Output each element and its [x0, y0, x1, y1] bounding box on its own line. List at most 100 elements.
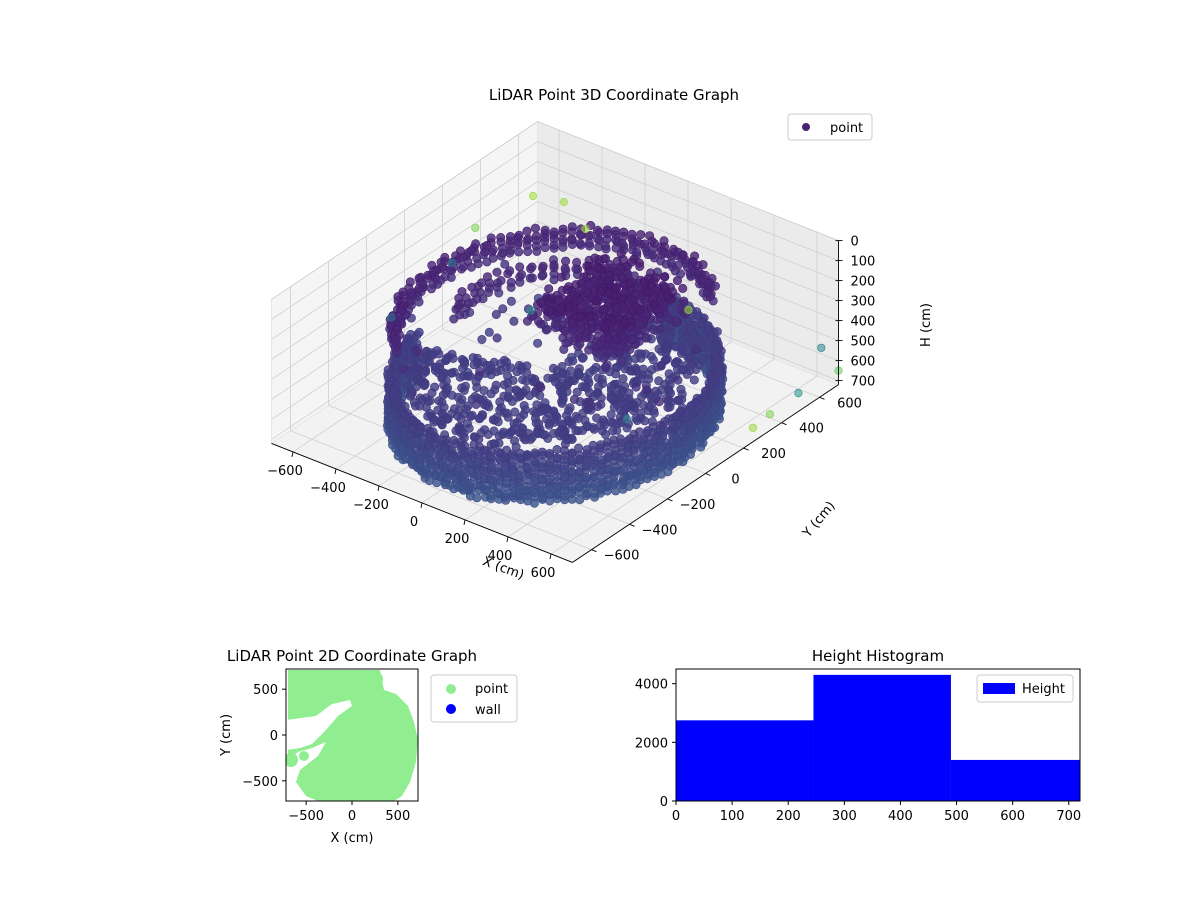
y-axis-label-2d: Y (cm) — [219, 714, 234, 757]
point-3d — [531, 231, 541, 241]
point-3d — [506, 245, 516, 255]
point-3d — [530, 223, 540, 233]
x-tick-3d — [377, 485, 380, 491]
point-3d — [529, 498, 539, 508]
point-3d — [578, 352, 588, 362]
point-3d — [634, 305, 644, 315]
point-3d — [689, 375, 699, 385]
point-3d — [625, 434, 635, 444]
point-3d — [615, 342, 625, 352]
point-3d — [500, 259, 510, 269]
legend-hist-swatch — [983, 683, 1015, 694]
point-3d — [453, 467, 463, 477]
point-3d — [571, 264, 581, 274]
point-3d — [617, 273, 627, 283]
point-3d — [455, 310, 465, 320]
point-3d — [560, 263, 570, 273]
grid-line-z — [271, 181, 839, 360]
point-3d — [600, 429, 610, 439]
point-3d — [629, 406, 639, 416]
x-tick-label-hist: 600 — [1000, 809, 1025, 824]
legend-2d-marker-wall — [446, 704, 456, 714]
point-3d — [500, 489, 510, 499]
point-3d — [560, 472, 570, 482]
outlier-point-3d — [748, 423, 758, 432]
y-tick-label-2d: −500 — [242, 775, 278, 790]
point-3d — [472, 493, 482, 503]
point-3d — [689, 336, 699, 346]
point-3d — [545, 305, 555, 315]
point-3d — [414, 427, 424, 437]
y-tick-label-hist: 0 — [660, 795, 668, 810]
point-3d — [584, 311, 594, 321]
z-tick-label-3d: 100 — [851, 255, 876, 270]
point-3d — [506, 363, 516, 373]
point-3d — [610, 334, 620, 344]
point-3d — [466, 446, 476, 456]
point-3d — [507, 458, 517, 468]
y-tick-label-2d: 0 — [270, 729, 278, 744]
point-3d — [640, 277, 650, 287]
point-3d — [635, 320, 645, 330]
point-3d — [622, 423, 632, 433]
point-3d — [576, 311, 586, 321]
point-3d — [549, 227, 559, 237]
point-3d — [535, 390, 545, 400]
point-3d — [406, 371, 416, 381]
point-3d — [425, 456, 435, 466]
legend-2d-label-point: point — [475, 682, 508, 697]
legend-3d-label-point: point — [830, 121, 863, 136]
point-3d — [469, 360, 479, 370]
y-tick-label-2d: 500 — [253, 683, 278, 698]
point-3d — [641, 309, 651, 319]
point-3d — [526, 434, 536, 444]
point-3d — [560, 491, 570, 501]
point-3d — [500, 452, 510, 462]
point-3d — [555, 305, 565, 315]
point-3d — [596, 440, 606, 450]
point-3d — [440, 480, 450, 490]
point-3d — [618, 473, 628, 483]
point-3d — [532, 246, 542, 256]
point-3d — [595, 339, 605, 349]
point-3d — [625, 279, 635, 289]
point-3d — [557, 398, 567, 408]
point-3d — [567, 227, 577, 237]
outlier-point-3d — [559, 197, 568, 207]
point-3d — [389, 339, 399, 349]
point-3d — [575, 482, 585, 492]
point-3d — [575, 454, 585, 464]
point-3d — [536, 319, 546, 329]
point-3d — [612, 267, 622, 277]
point-3d — [642, 287, 652, 297]
z-tick-label-3d: 600 — [851, 355, 876, 370]
point-3d — [612, 282, 622, 292]
point-3d — [437, 420, 447, 430]
x-tick-label-2d: 500 — [385, 809, 410, 824]
point-3d — [655, 324, 665, 334]
point-3d — [610, 226, 620, 236]
point-3d — [590, 452, 600, 462]
point-3d — [542, 324, 552, 334]
x-tick-label-3d: 0 — [410, 515, 418, 530]
point-3d — [659, 248, 669, 258]
point-3d — [498, 304, 508, 314]
point-3d — [650, 299, 660, 309]
point-3d — [686, 401, 696, 411]
point-3d — [631, 440, 641, 450]
point-3d — [564, 302, 574, 312]
y-tick-3d — [667, 498, 673, 502]
point-3d — [582, 460, 592, 470]
point-3d — [591, 295, 601, 305]
point-3d — [472, 480, 482, 490]
point-3d — [560, 326, 570, 336]
point-3d — [620, 318, 630, 328]
point-3d — [656, 360, 666, 370]
point-3d — [678, 283, 688, 293]
point-3d — [546, 293, 556, 303]
point-3d — [651, 432, 661, 442]
grid-line-z — [271, 121, 839, 300]
point-3d — [484, 402, 494, 412]
point-3d — [478, 465, 488, 475]
point-3d — [677, 394, 687, 404]
